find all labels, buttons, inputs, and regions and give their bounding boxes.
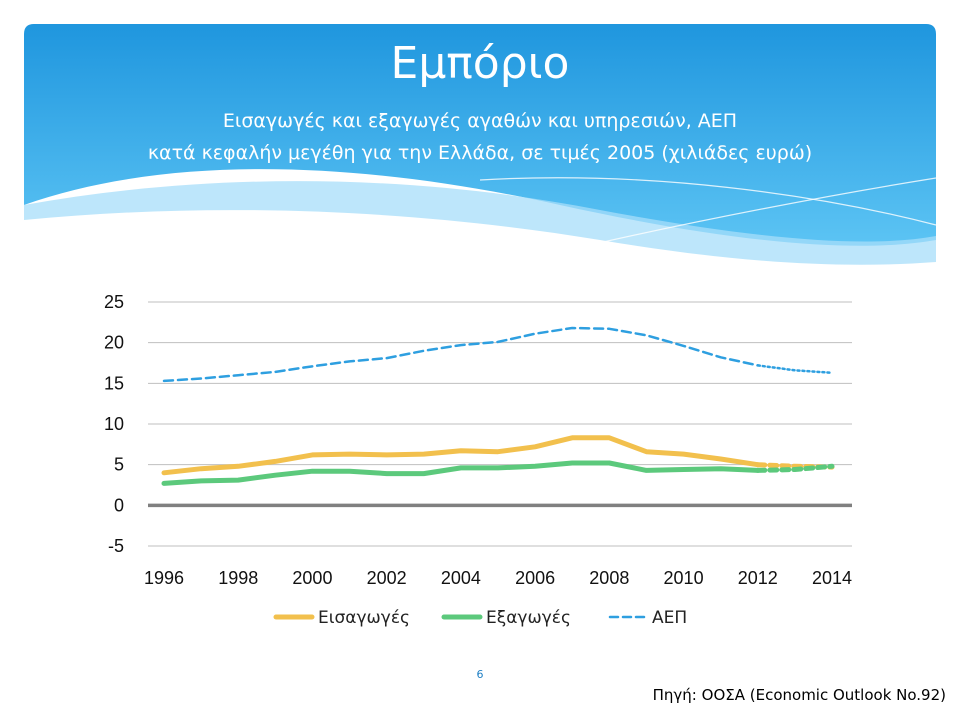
x-tick-label: 1996 — [144, 568, 184, 588]
page-number: 6 — [476, 668, 484, 681]
x-tick-label: 2006 — [515, 568, 555, 588]
header-wave-light — [24, 181, 936, 265]
y-tick-label: -5 — [108, 536, 124, 556]
x-tick-label: 2004 — [441, 568, 481, 588]
series-projection-line — [756, 364, 834, 375]
header-wave-line-2 — [589, 177, 937, 246]
header-banner-shape — [24, 24, 936, 246]
legend-label: Εξαγωγές — [486, 608, 571, 628]
legend-label: Εισαγωγές — [318, 608, 410, 628]
grid-layer — [148, 301, 852, 547]
x-tick-labels: 1996 1998 2000 2002 2004 2006 2008 2010 2012 2014 — [144, 568, 852, 588]
y-tick-label: 0 — [114, 495, 124, 515]
legend-label: ΑΕΠ — [652, 608, 687, 628]
header-wave-line — [479, 177, 937, 226]
x-tick-label: 1998 — [218, 568, 258, 588]
header-banner — [24, 24, 937, 265]
series-projection-line — [755, 463, 835, 473]
series-2 — [161, 460, 835, 486]
y-tick-label: 20 — [104, 333, 124, 353]
y-tick-label: 25 — [104, 292, 124, 312]
chart-legend: Εισαγωγές Εξαγωγές ΑΕΠ — [273, 608, 687, 628]
y-tick-labels: -5 0 5 10 15 20 25 — [104, 292, 124, 556]
y-tick-label: 10 — [104, 414, 124, 434]
x-tick-label: 2014 — [812, 568, 852, 588]
x-tick-label: 2012 — [738, 568, 778, 588]
source-note: Πηγή: ΟΟΣΑ (Economic Outlook No.92) — [652, 686, 946, 704]
x-tick-label: 2008 — [589, 568, 629, 588]
x-tick-label: 2010 — [664, 568, 704, 588]
slide-title: Εμπόριο — [390, 38, 570, 89]
x-tick-label: 2002 — [367, 568, 407, 588]
series-layer — [161, 326, 835, 486]
series-line — [161, 460, 761, 486]
slide-subtitle-line1: Εισαγωγές και εξαγωγές αγαθών και υπηρεσ… — [222, 110, 738, 132]
series-line — [162, 326, 760, 383]
x-tick-label: 2000 — [292, 568, 332, 588]
slide-subtitle-line2: κατά κεφαλήν μεγέθη για την Ελλάδα, σε τ… — [147, 142, 813, 164]
y-tick-label: 15 — [104, 373, 124, 393]
y-tick-label: 5 — [114, 455, 124, 475]
series-3 — [162, 326, 834, 383]
series-line — [161, 435, 761, 476]
